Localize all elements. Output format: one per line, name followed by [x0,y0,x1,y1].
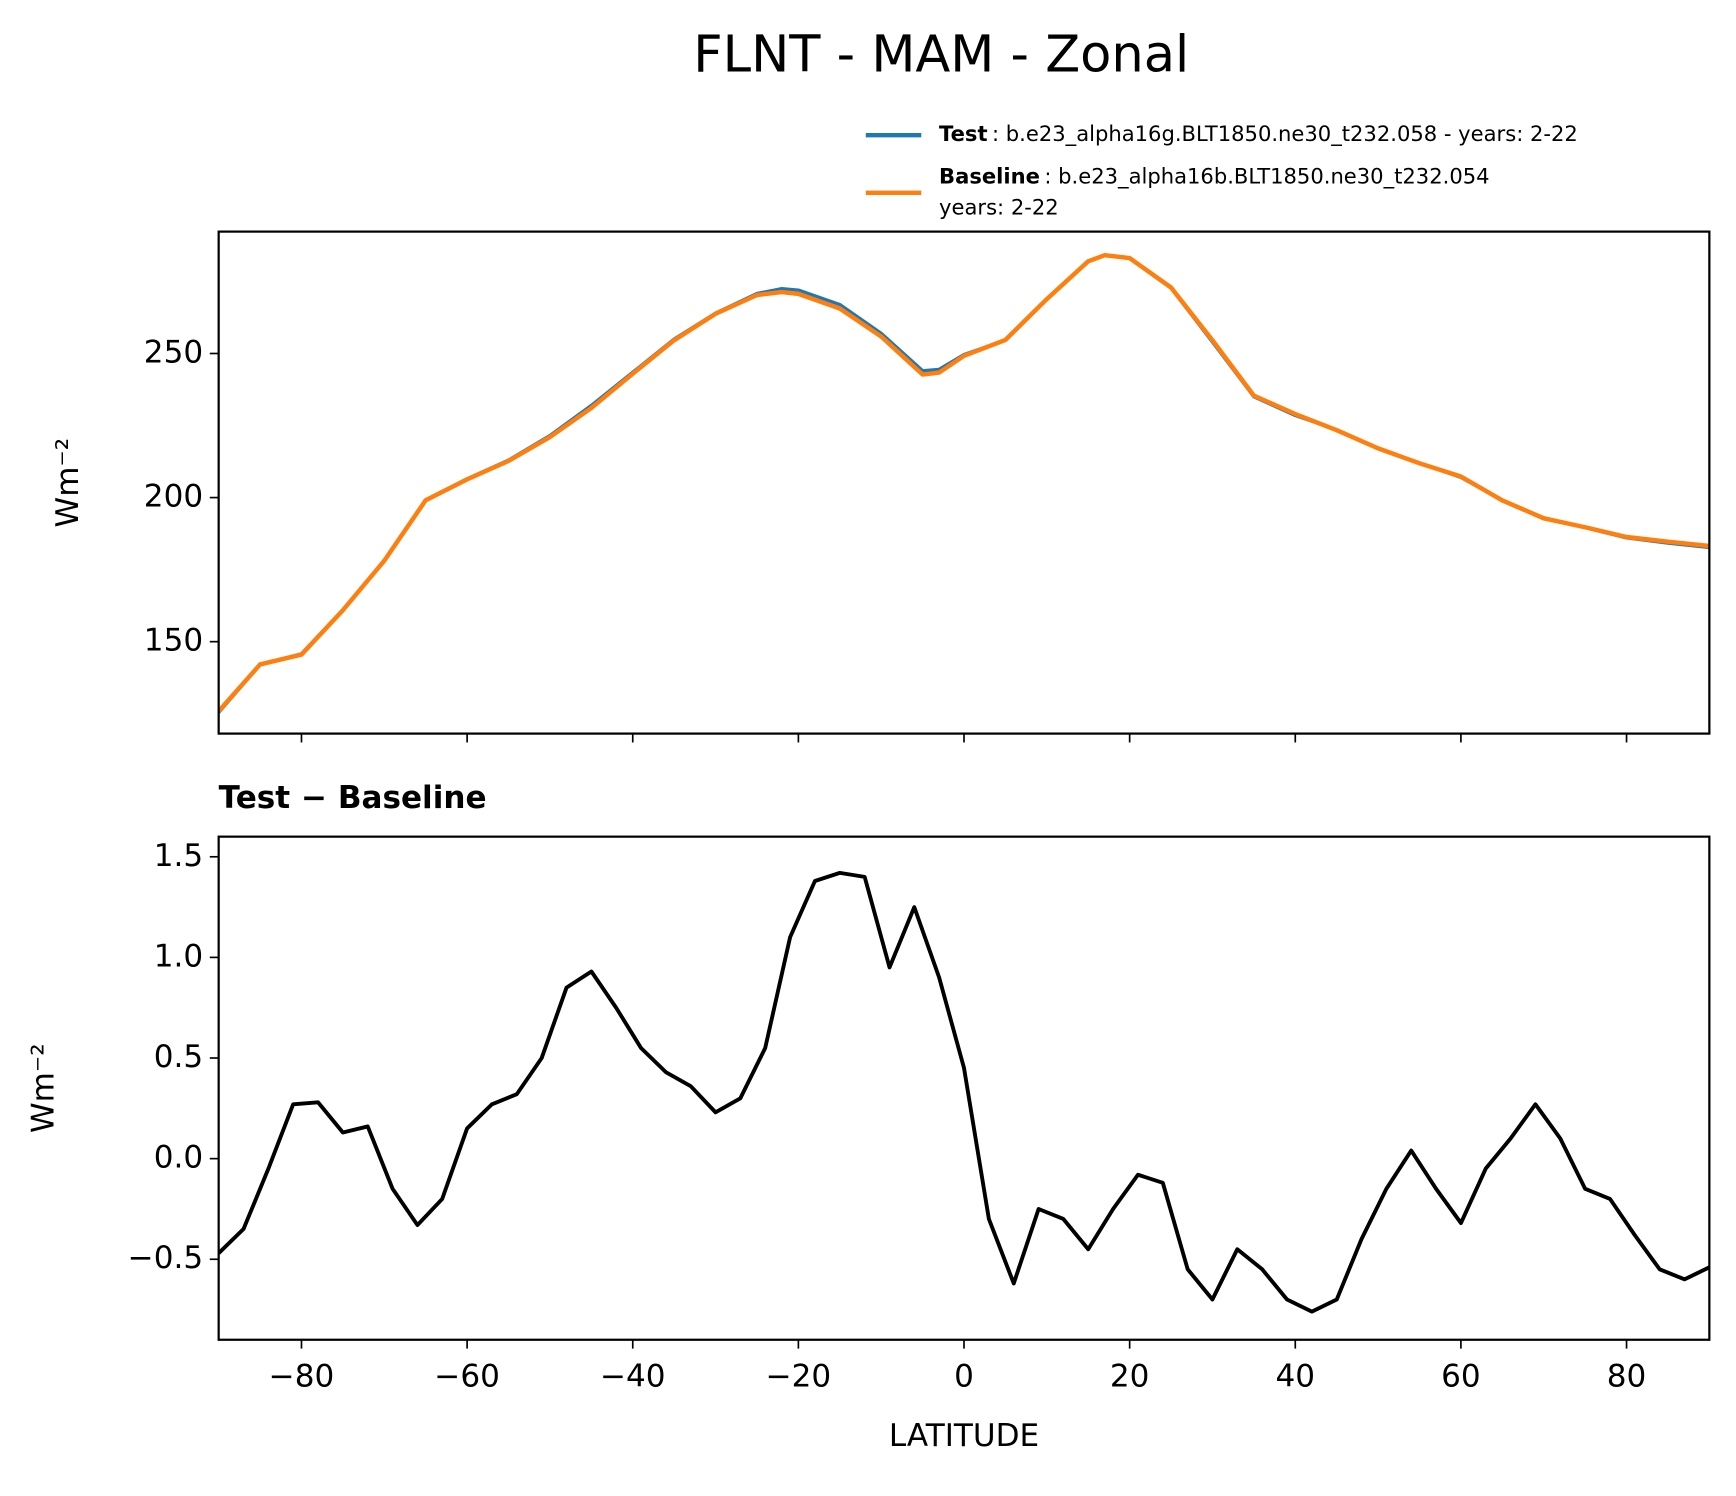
legend-label-2: years: 2-22 [939,194,1059,219]
y-axis-label: Wm⁻² [50,438,86,528]
legend-label: Baseline: b.e23_alpha16b.BLT1850.ne30_t2… [939,163,1490,189]
y-tick-label: 1.0 [154,938,203,974]
x-tick-label: 40 [1276,1358,1316,1394]
y-axis-label: Wm⁻² [25,1043,61,1133]
axes-frame [217,230,1711,735]
axes-frame [217,835,1711,1341]
legend-text: : b.e23_alpha16g.BLT1850.ne30_t232.058 -… [992,121,1578,147]
panel-title: Test − Baseline [219,780,487,816]
x-tick-label: 80 [1607,1358,1647,1394]
figure-title: FLNT - MAM - Zonal [693,26,1189,85]
y-tick-label: 0.0 [154,1140,203,1176]
y-tick-label: −0.5 [128,1240,203,1276]
y-tick-label: 200 [144,479,203,515]
legend-name: Baseline [939,163,1040,188]
x-axis-label: LATITUDE [889,1418,1039,1454]
legend-name: Test [939,121,988,146]
line [218,870,1710,1314]
legend-label: Test: b.e23_alpha16g.BLT1850.ne30_t232.0… [939,121,1578,147]
line [218,252,1710,713]
x-tick-label: 0 [954,1358,974,1394]
x-tick-label: −80 [269,1358,335,1394]
legend-text: : b.e23_alpha16b.BLT1850.ne30_t232.054 [1044,163,1489,189]
x-tick-label: −40 [600,1358,666,1394]
y-tick-label: 0.5 [154,1039,203,1075]
x-tick-label: 20 [1110,1358,1150,1394]
x-tick-label: −20 [766,1358,832,1394]
y-tick-label: 250 [144,335,203,371]
y-tick-label: 1.5 [154,838,203,874]
y-tick-label: 150 [144,623,203,659]
x-tick-label: −60 [434,1358,500,1394]
x-tick-label: 60 [1441,1358,1481,1394]
line [218,253,1710,714]
